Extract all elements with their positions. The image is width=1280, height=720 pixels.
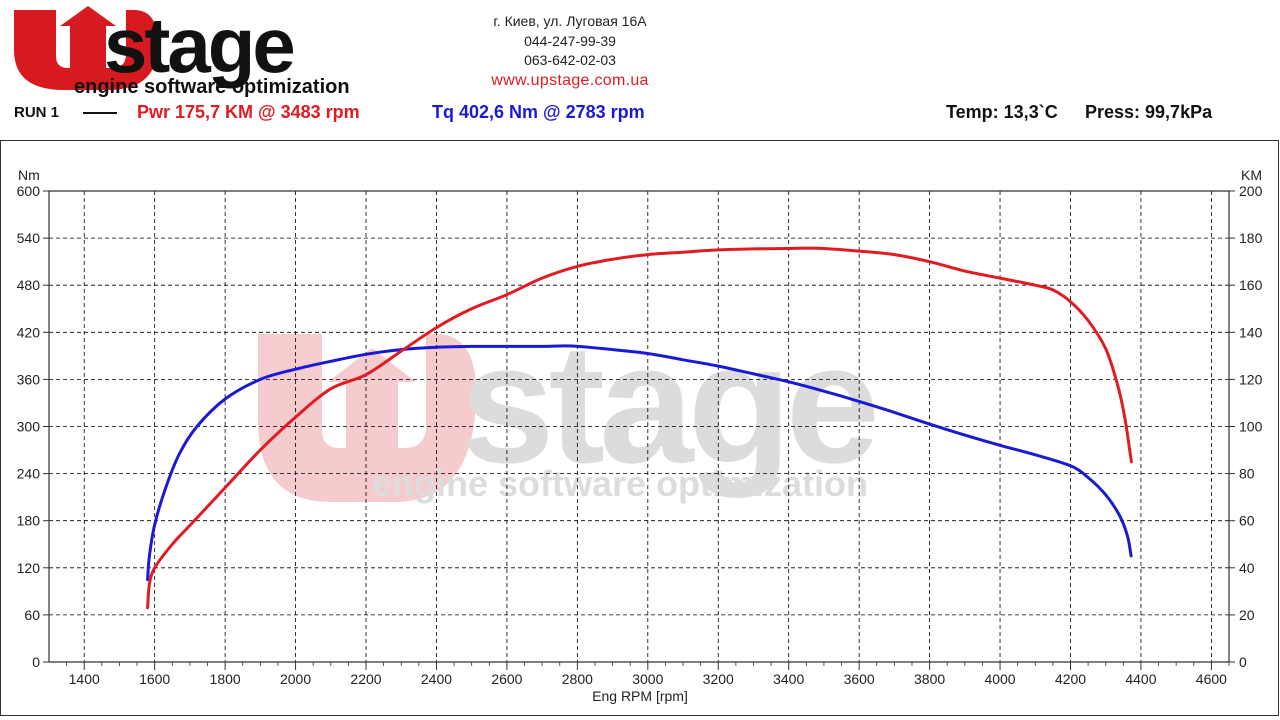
y-right-tick-label: 100	[1239, 419, 1263, 435]
y-left-tick-label: 60	[24, 607, 40, 623]
svg-text:engine software optimization: engine software optimization	[372, 463, 868, 504]
x-tick-label: 4000	[984, 671, 1015, 687]
y-left-tick-label: 240	[17, 466, 41, 482]
logo-tagline: engine software optimization	[74, 76, 350, 98]
pressure-readout: Press: 99,7kPa	[1085, 102, 1213, 122]
upstage-logo: stage engine software optimization	[14, 4, 350, 98]
watermark-logo: stage engine software optimization	[258, 309, 881, 504]
x-tick-label: 2200	[350, 671, 381, 687]
x-tick-label: 4200	[1055, 671, 1086, 687]
y-right-tick-label: 160	[1239, 277, 1263, 293]
y-right-tick-label: 60	[1239, 513, 1255, 529]
x-tick-label: 4600	[1196, 671, 1227, 687]
y-left-tick-label: 0	[32, 654, 40, 670]
chart-grid	[49, 190, 1229, 662]
contact-block: г. Киев, ул. Луговая 16А 044-247-99-39 0…	[440, 12, 700, 90]
x-tick-label: 4400	[1125, 671, 1156, 687]
x-tick-label: 3400	[773, 671, 804, 687]
x-tick-label: 2800	[562, 671, 593, 687]
website-link[interactable]: www.upstage.com.ua	[491, 71, 649, 89]
logo-wordmark: stage	[104, 4, 293, 89]
power-summary: Pwr 175,7 KM @ 3483 rpm	[137, 102, 360, 122]
run-line-swatch	[83, 112, 117, 114]
x-tick-label: 3000	[632, 671, 663, 687]
y-left-tick-label: 600	[17, 183, 41, 199]
torque-curve	[146, 344, 1133, 582]
y-right-tick-label: 180	[1239, 230, 1263, 246]
chart-ticks: 0 60 120 180 240 300 360 420 480 540 600 0 20 40 60 80 1…	[17, 183, 1263, 687]
phone-1: 044-247-99-39	[524, 32, 616, 49]
x-tick-label: 2000	[280, 671, 311, 687]
x-tick-label: 1600	[139, 671, 170, 687]
y-left-tick-label: 180	[17, 513, 41, 529]
y-right-tick-label: 0	[1239, 654, 1247, 670]
x-tick-label: 2400	[421, 671, 452, 687]
y-right-tick-label: 20	[1239, 607, 1255, 623]
y-left-tick-label: 540	[17, 230, 41, 246]
y-left-tick-label: 480	[17, 277, 41, 293]
power-curve	[146, 246, 1133, 610]
run-summary-bar: RUN 1 Pwr 175,7 KM @ 3483 rpm Tq 402,6 N…	[0, 98, 1280, 128]
address: г. Киев, ул. Луговая 16А	[493, 13, 647, 29]
y-left-tick-label: 420	[17, 324, 41, 340]
chart-axes	[43, 190, 1235, 670]
x-tick-label: 3800	[914, 671, 945, 687]
torque-summary: Tq 402,6 Nm @ 2783 rpm	[432, 102, 645, 122]
x-tick-label: 1800	[210, 671, 241, 687]
phone-2: 063-642-02-03	[524, 52, 616, 68]
x-tick-label: 3600	[844, 671, 875, 687]
chart-series	[146, 246, 1133, 610]
y-left-tick-label: 300	[17, 419, 41, 435]
y-left-tick-label: 360	[17, 371, 41, 387]
temperature-readout: Temp: 13,3`C	[946, 102, 1058, 122]
y-right-tick-label: 40	[1239, 560, 1255, 576]
x-tick-label: 3200	[703, 671, 734, 687]
y-right-tick-label: 80	[1239, 466, 1255, 482]
y-left-tick-label: 120	[17, 560, 41, 576]
svg-text:stage: stage	[460, 309, 875, 499]
run-label: RUN 1	[14, 104, 60, 121]
y-axis-left-label: Nm	[18, 167, 40, 183]
y-right-tick-label: 120	[1239, 371, 1263, 387]
x-tick-label: 1400	[69, 671, 100, 687]
x-axis-label: Eng RPM [rpm]	[592, 688, 688, 704]
y-right-tick-label: 200	[1239, 183, 1263, 199]
y-right-tick-label: 140	[1239, 324, 1263, 340]
dyno-chart-frame	[0, 140, 1279, 716]
y-axis-right-label: KM	[1241, 167, 1262, 183]
x-tick-label: 2600	[491, 671, 522, 687]
